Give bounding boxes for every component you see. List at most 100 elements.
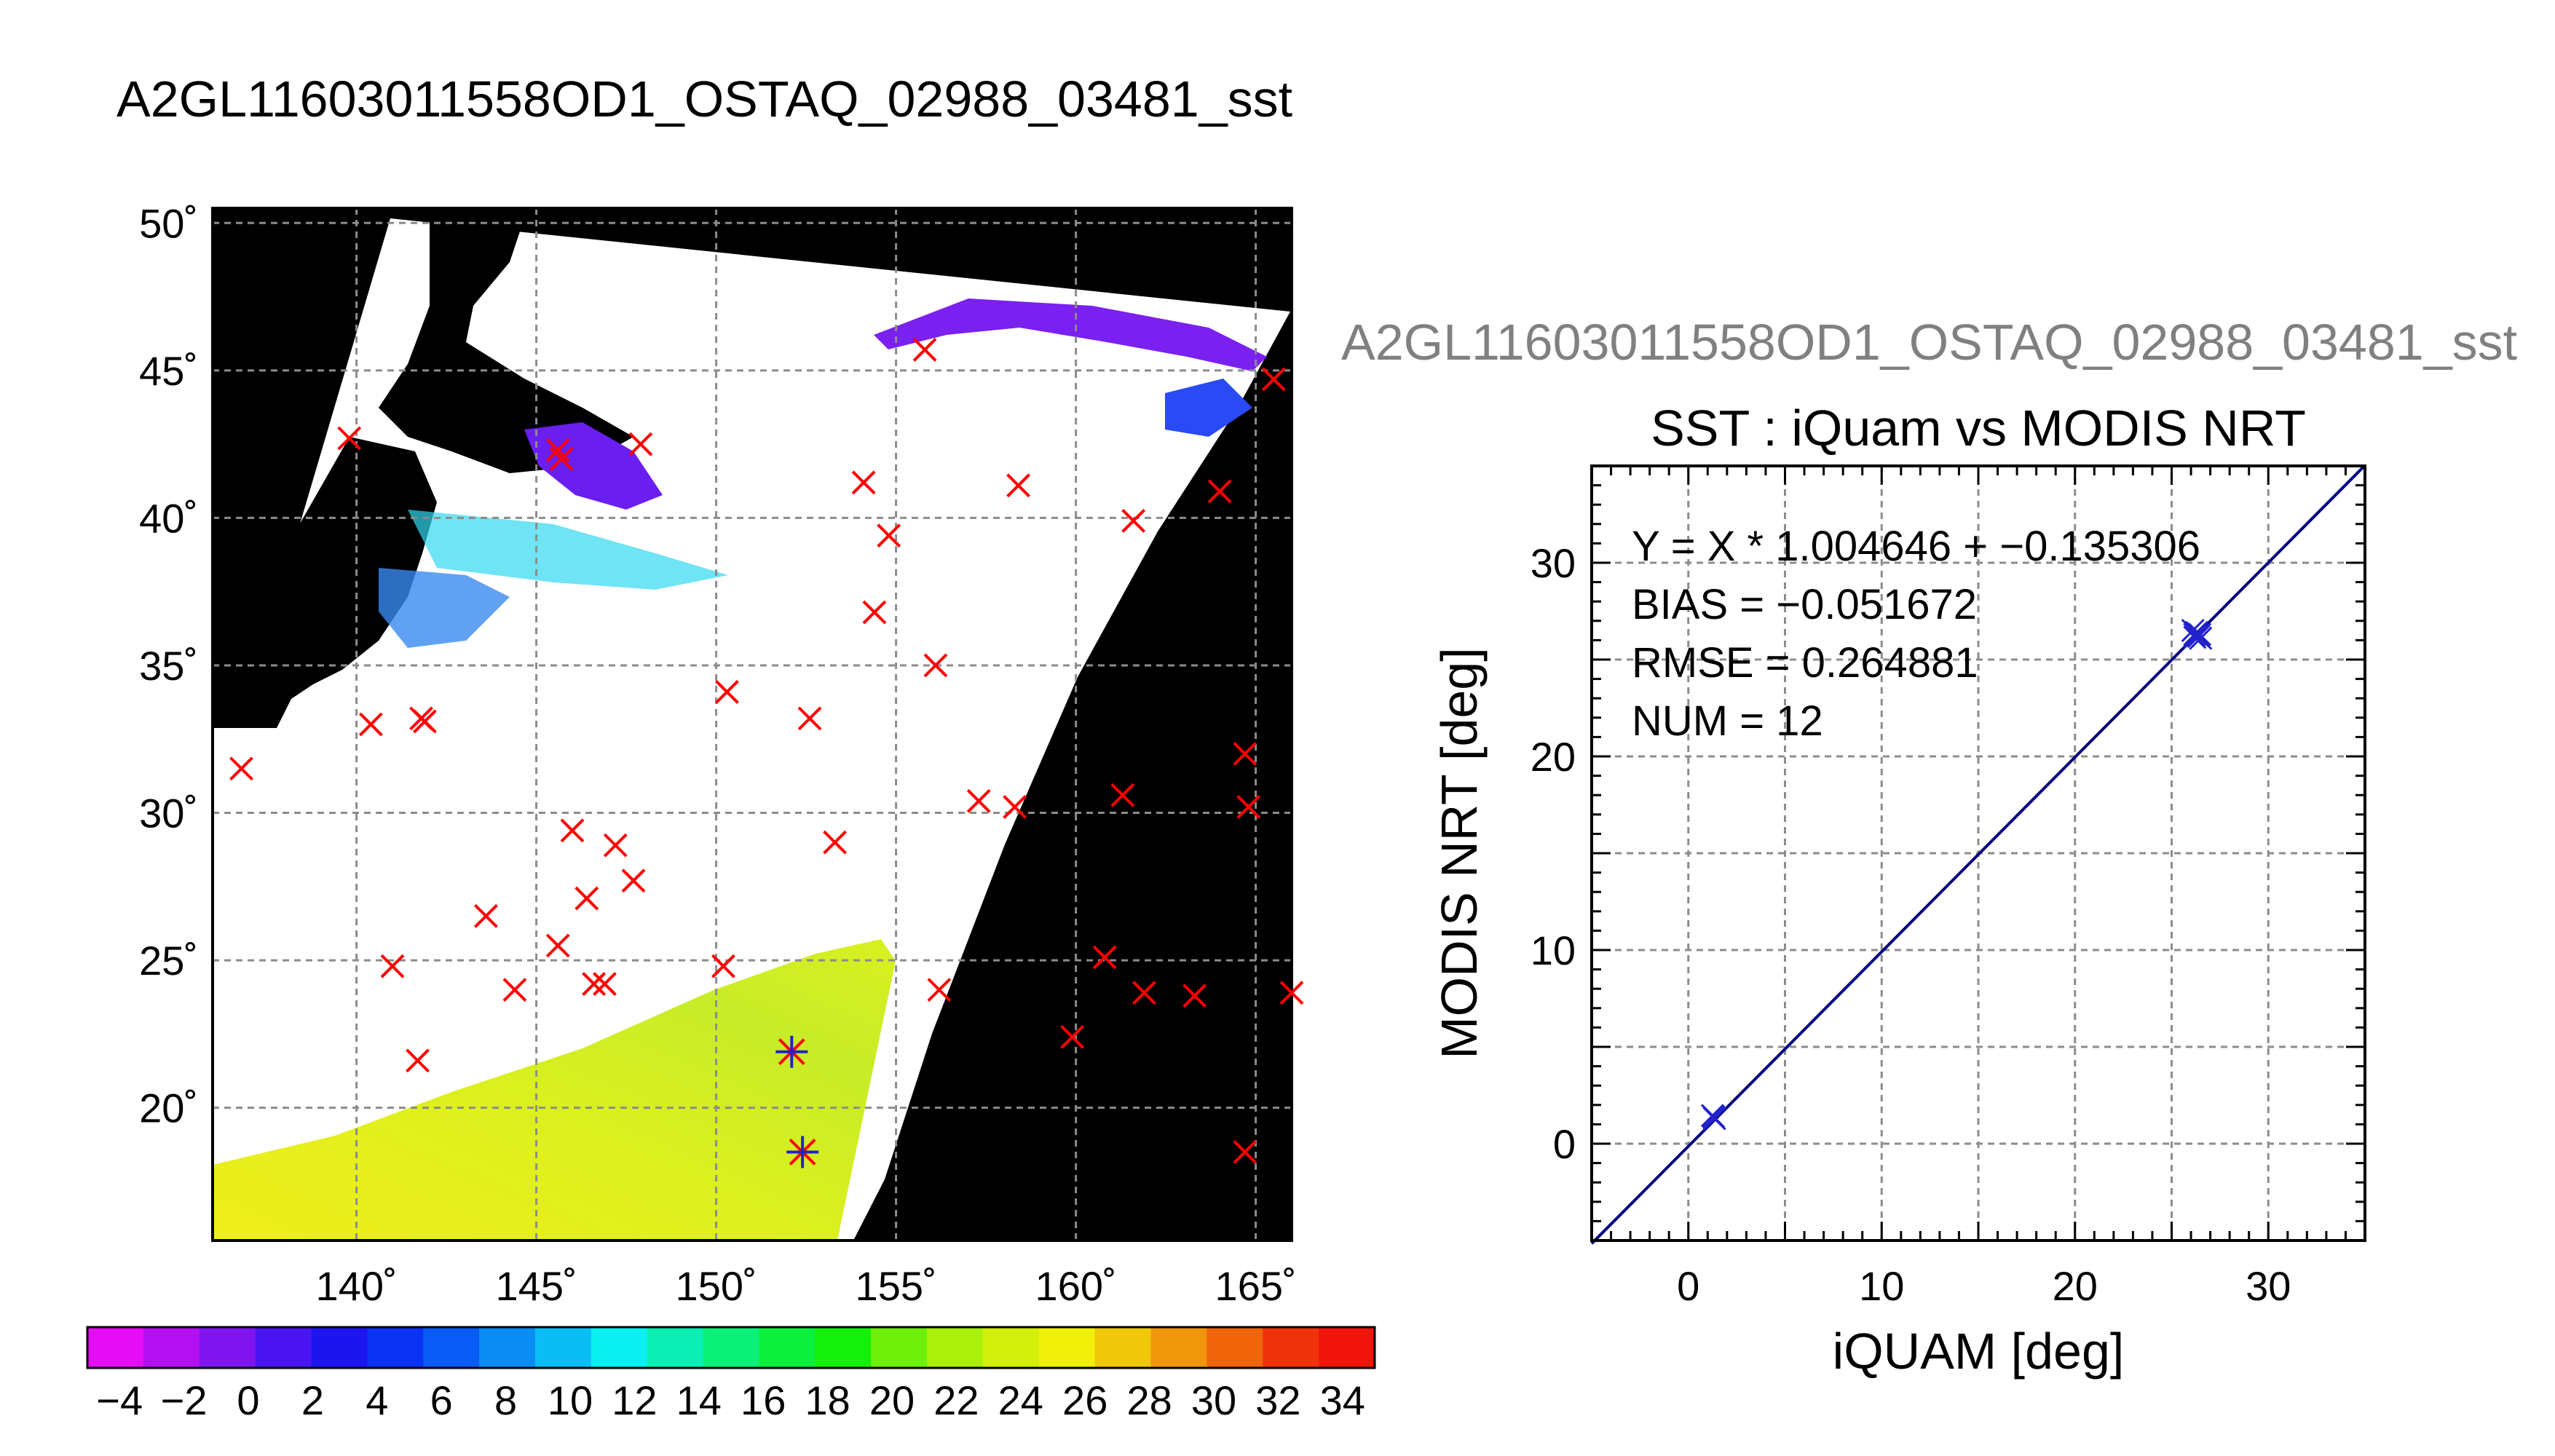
- rejected-matchup-marker: [1261, 367, 1286, 392]
- colorbar-cell: [1150, 1327, 1207, 1368]
- colorbar-cell: [534, 1327, 592, 1368]
- colorbar-cells: [87, 1327, 1375, 1368]
- colorbar-tick-labels: −4 −2 0 2 4 6 8 10 12 14 16 18 20 22 24 26 28 30 32 34: [96, 1377, 1365, 1423]
- scatter-annotation: Y = X * 1.004646 + −0.135306: [1632, 523, 2200, 570]
- sst-cyan-central: [408, 510, 728, 590]
- sst-warm-south: [213, 939, 896, 1241]
- scatter-y-tick-labels: 0 10 20 30: [1531, 540, 1576, 1167]
- map-gridlines: [213, 208, 1292, 1241]
- rejected-matchup-marker: [797, 706, 822, 731]
- swath-ocean: [213, 218, 1290, 1241]
- map-panel: 140˚ 145˚ 150˚ 155˚ 160˚ 165˚ 20˚ 25˚ 30˚ 35˚ 40˚…: [139, 200, 1304, 1309]
- scatter-y-tick-label: 20: [1531, 734, 1576, 780]
- scatter-x-axis-label: iQUAM [deg]: [1833, 1323, 2125, 1380]
- rejected-matchup-marker: [502, 978, 527, 1002]
- sst-cold-north: [524, 422, 663, 510]
- rejected-matchup-marker: [912, 338, 937, 362]
- colorbar-tick-label: 14: [676, 1377, 722, 1423]
- rejected-matchup-marker: [545, 438, 570, 462]
- scatter-x-tick-label: 30: [2246, 1263, 2291, 1309]
- land-honshu: [213, 437, 437, 728]
- rejected-matchup-marker: [862, 600, 887, 625]
- colorbar-tick-label: 6: [430, 1377, 453, 1423]
- colorbar-tick-label: 26: [1062, 1377, 1107, 1423]
- colorbar-cell: [1094, 1327, 1152, 1368]
- colorbar-tick-label: 2: [301, 1377, 324, 1423]
- scatter-annotation: BIAS = −0.051672: [1632, 581, 1977, 628]
- rejected-matchup-marker: [409, 706, 433, 731]
- rejected-matchup-marker: [574, 886, 599, 911]
- rejected-matchup-marker: [851, 470, 876, 495]
- valid-matchup-marker: [786, 1136, 819, 1168]
- rejected-matchup-marker: [877, 523, 901, 548]
- scatter-x-tick-label: 20: [2053, 1263, 2098, 1309]
- map-x-tick-label: 145˚: [496, 1263, 577, 1309]
- rejected-matchup-marker: [1279, 981, 1304, 1005]
- rejected-matchup-marker: [474, 903, 498, 928]
- rejected-matchup-marker: [380, 954, 405, 978]
- scatter-y-tick-label: 0: [1553, 1121, 1576, 1167]
- colorbar-tick-label: −4: [96, 1377, 143, 1423]
- colorbar-cell: [815, 1327, 872, 1368]
- land-hokkaido: [379, 218, 633, 473]
- scatter-y-tick-label: 10: [1531, 927, 1576, 973]
- rejected-matchup-marker: [358, 712, 383, 737]
- map-x-tick-label: 140˚: [316, 1263, 398, 1309]
- colorbar-tick-label: 10: [548, 1377, 593, 1423]
- colorbar-cell: [367, 1327, 424, 1368]
- rejected-matchup-marker: [229, 756, 253, 781]
- colorbar-cell: [255, 1327, 312, 1368]
- colorbar-cell: [1319, 1327, 1375, 1368]
- scatter-annotation: RMSE = 0.264881: [1632, 639, 1978, 687]
- scatter-x-tick-label: 0: [1677, 1263, 1699, 1309]
- rejected-matchup-marker: [715, 680, 739, 704]
- rejected-matchup-marker: [1060, 1025, 1085, 1049]
- colorbar-tick-label: 18: [805, 1377, 850, 1423]
- rejected-matchup-marker: [603, 833, 628, 858]
- scatter-panel: A2GL11603011558OD1_OSTAQ_02988_03481_sst…: [1341, 314, 2517, 1380]
- scatter-point: [2187, 622, 2212, 646]
- scatter-title: SST : iQuam vs MODIS NRT: [1651, 400, 2306, 456]
- colorbar-tick-label: 22: [933, 1377, 979, 1423]
- rejected-matchup-marker: [1132, 981, 1156, 1005]
- scatter-annotation: NUM = 12: [1632, 697, 1823, 745]
- map-x-tick-label: 165˚: [1215, 1263, 1297, 1309]
- rejected-matchup-marker: [621, 869, 646, 893]
- sst-cold-northeast: [874, 298, 1267, 371]
- scatter-points: [1700, 619, 2213, 1131]
- sst-blue-east: [1165, 379, 1252, 437]
- colorbar-cell: [479, 1327, 536, 1368]
- rejected-matchup-marker: [549, 446, 574, 471]
- map-y-tick-label: 50˚: [139, 200, 198, 246]
- rejected-matchup-marker: [628, 432, 653, 456]
- colorbar-tick-label: 16: [741, 1377, 786, 1423]
- colorbar-tick-label: 34: [1320, 1377, 1365, 1423]
- scatter-subtitle: A2GL11603011558OD1_OSTAQ_02988_03481_sst: [1341, 314, 2517, 371]
- scatter-frame: [1590, 464, 2366, 1242]
- map-x-tick-label: 155˚: [856, 1263, 937, 1309]
- colorbar-cell: [143, 1327, 200, 1368]
- colorbar-cell: [927, 1327, 984, 1368]
- rejected-matchup-marker: [1233, 742, 1257, 766]
- rejected-matchup-marker: [711, 954, 735, 978]
- colorbar-cell: [423, 1327, 480, 1368]
- map-x-tick-label: 150˚: [676, 1263, 757, 1309]
- rejected-matchup-marker: [1092, 945, 1117, 970]
- scatter-x-tick-labels: 0 10 20 30: [1677, 1263, 2291, 1309]
- colorbar-tick-label: −2: [161, 1377, 208, 1423]
- colorbar-cell: [871, 1327, 928, 1368]
- colorbar-cell: [199, 1327, 256, 1368]
- colorbar-cell: [87, 1327, 144, 1368]
- rejected-matchup-marker: [337, 426, 362, 451]
- colorbar-cell: [1263, 1327, 1319, 1368]
- map-y-tick-label: 45˚: [139, 348, 198, 394]
- colorbar-tick-label: 4: [366, 1377, 388, 1423]
- rejected-matchup-marker: [1182, 984, 1207, 1008]
- map-y-tick-labels: 20˚ 25˚ 30˚ 35˚ 40˚ 45˚ 50˚: [139, 200, 198, 1131]
- map-x-tick-label: 160˚: [1035, 1263, 1117, 1309]
- rejected-matchup-marker: [966, 788, 991, 813]
- map-y-tick-label: 40˚: [139, 495, 198, 541]
- colorbar-tick-label: 30: [1191, 1377, 1236, 1423]
- colorbar-cell: [311, 1327, 368, 1368]
